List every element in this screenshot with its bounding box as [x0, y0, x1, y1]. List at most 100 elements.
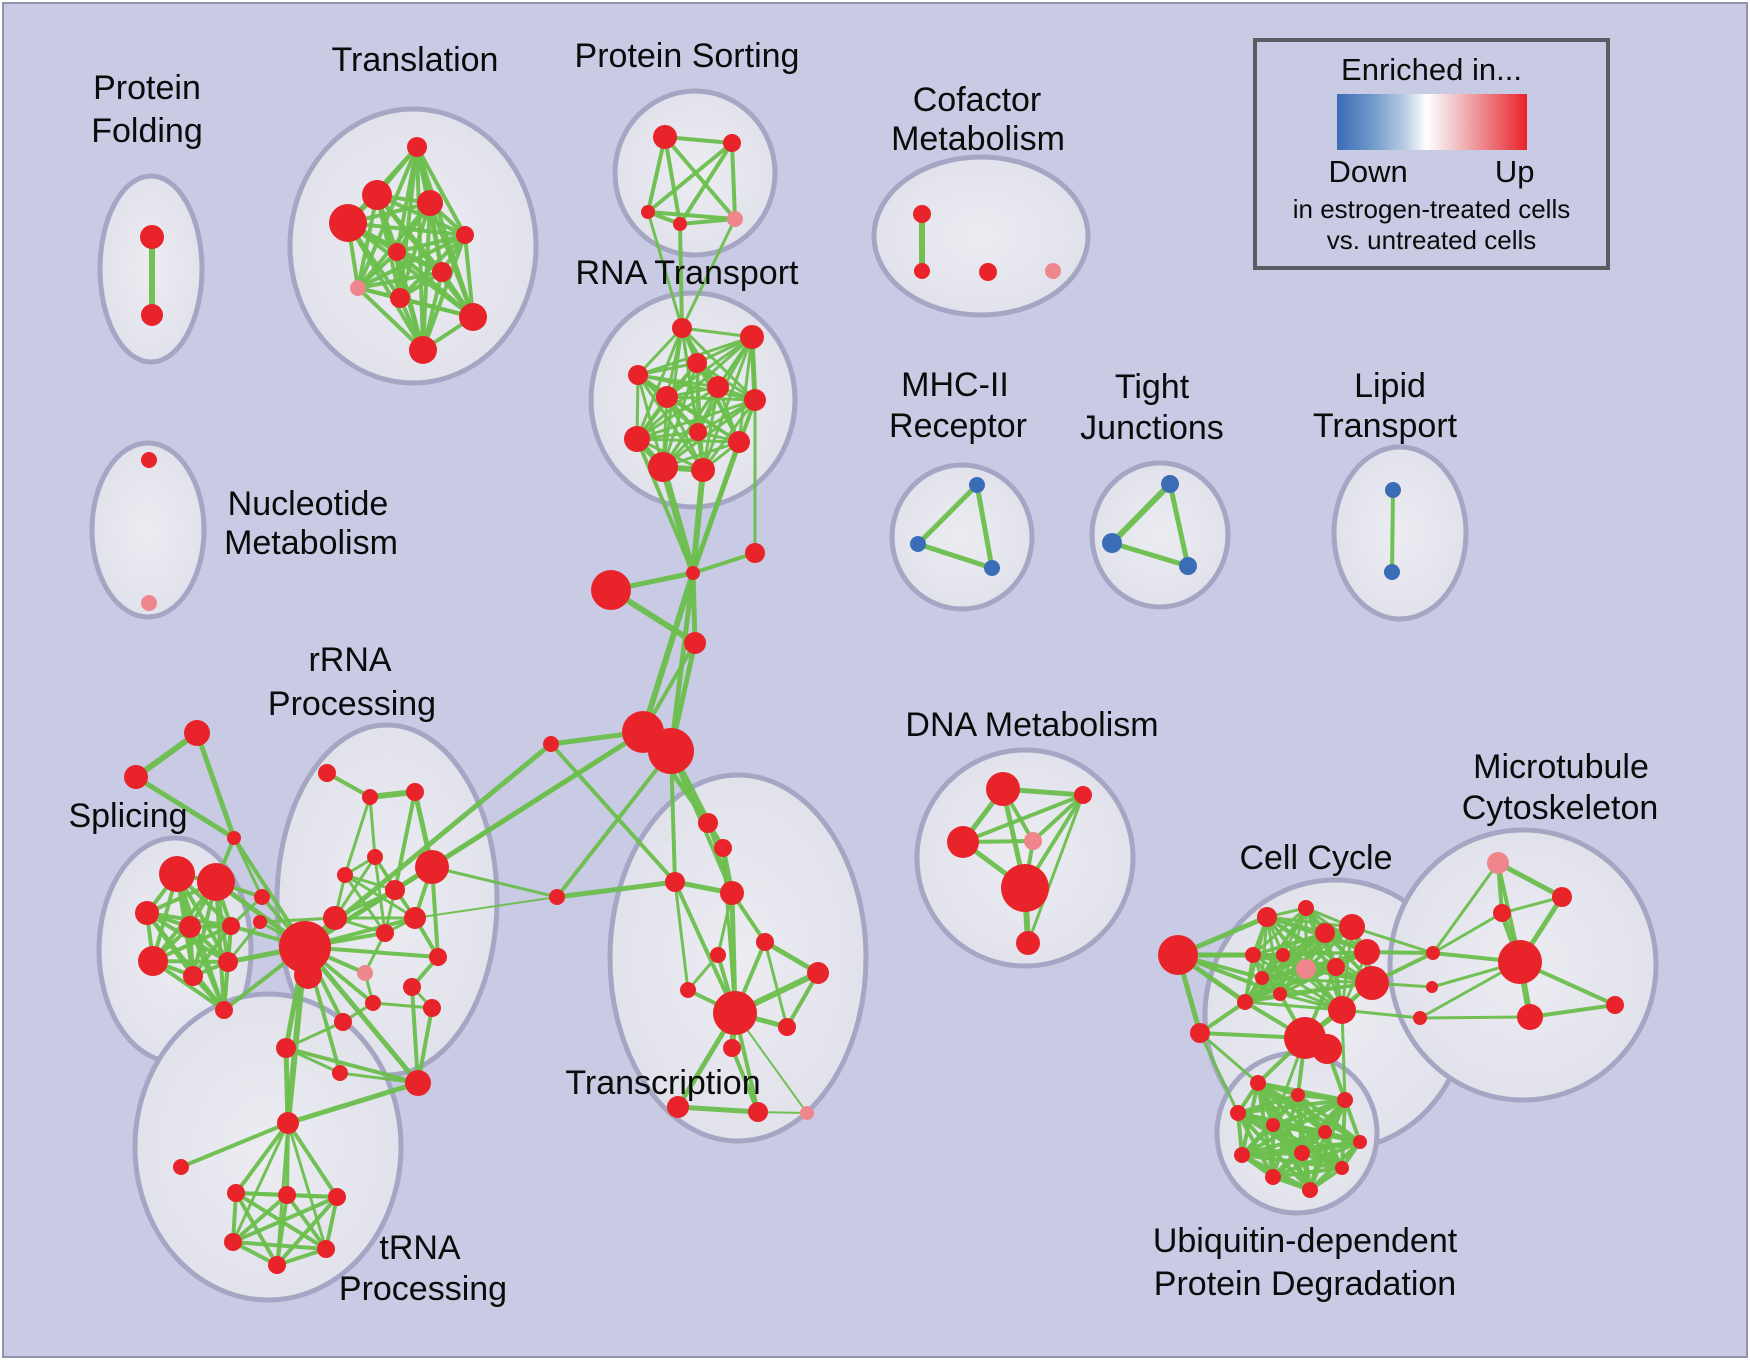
node-X3[interactable] [665, 872, 685, 892]
node-S5[interactable] [222, 917, 240, 935]
node-X4[interactable] [720, 881, 744, 905]
node-PF1[interactable] [140, 225, 164, 249]
node-CC2[interactable] [1298, 900, 1314, 916]
network-edge[interactable] [393, 790, 417, 892]
node-J2[interactable] [684, 632, 706, 654]
node-RT4[interactable] [628, 365, 648, 385]
network-edge[interactable] [1109, 481, 1173, 546]
network-edge[interactable] [675, 1104, 761, 1115]
node-X1[interactable] [698, 813, 718, 833]
node-CM2[interactable] [914, 263, 930, 279]
node-R12[interactable] [357, 965, 373, 981]
network-edge-translation[interactable] [356, 270, 444, 290]
node-C2[interactable] [543, 736, 559, 752]
node-R10[interactable] [376, 924, 394, 942]
node-CC12[interactable] [1273, 987, 1287, 1001]
network-edge[interactable] [961, 793, 1085, 844]
node-S10[interactable] [254, 889, 270, 905]
node-PF2[interactable] [141, 304, 163, 326]
network-edge[interactable] [1109, 540, 1191, 569]
node-CC15b[interactable] [1312, 1034, 1342, 1064]
network-edge[interactable] [1026, 793, 1085, 945]
node-R16[interactable] [423, 999, 441, 1017]
node-K9[interactable] [268, 1256, 286, 1274]
node-S7[interactable] [183, 966, 203, 986]
node-NM1[interactable] [141, 452, 157, 468]
network-edge[interactable] [368, 795, 377, 859]
network-edge-ubiquitin[interactable] [1271, 1123, 1312, 1192]
network-edge-trna-hex[interactable] [231, 1195, 339, 1244]
network-edge-rna-transport[interactable] [665, 335, 754, 399]
node-R5[interactable] [337, 867, 353, 883]
network-edge[interactable] [691, 551, 757, 575]
network-edge-translation[interactable] [346, 221, 467, 237]
node-T7[interactable] [432, 262, 452, 282]
network-edge[interactable] [284, 1046, 420, 1085]
network-edge-cell-cycle[interactable] [1243, 1000, 1344, 1012]
node-PS2[interactable] [723, 134, 741, 152]
network-edge-rna-transport[interactable] [635, 326, 684, 441]
node-U10[interactable] [1335, 1161, 1349, 1175]
network-edge[interactable] [302, 944, 421, 1086]
node-HUB[interactable] [279, 921, 331, 973]
network-edge[interactable] [338, 1071, 420, 1085]
node-X8[interactable] [680, 982, 696, 998]
network-edge[interactable] [763, 940, 789, 1029]
node-M8[interactable] [1426, 981, 1438, 993]
node-TR3[interactable] [227, 831, 241, 845]
node-TJ3[interactable] [1179, 557, 1197, 575]
node-S3[interactable] [135, 901, 159, 925]
network-edge[interactable] [1390, 488, 1395, 574]
network-edge-protein-sorting[interactable] [663, 135, 737, 221]
network-edge[interactable] [659, 463, 697, 577]
network-edge-cell-cycle[interactable] [1278, 950, 1369, 996]
node-U6[interactable] [1318, 1125, 1332, 1139]
node-RT8[interactable] [624, 426, 650, 452]
node-R4[interactable] [367, 849, 383, 865]
node-CC13[interactable] [1355, 966, 1389, 1000]
node-CM4[interactable] [1045, 263, 1061, 279]
network-edge[interactable] [691, 398, 757, 575]
node-D6[interactable] [1016, 931, 1040, 955]
node-K3[interactable] [173, 1159, 189, 1175]
node-U2[interactable] [1291, 1088, 1305, 1102]
node-CC5[interactable] [1245, 947, 1261, 963]
network-edge[interactable] [231, 1121, 290, 1244]
node-HUB2[interactable] [294, 961, 322, 989]
network-edge[interactable] [915, 482, 980, 547]
node-K7[interactable] [224, 1233, 242, 1251]
node-R8[interactable] [323, 906, 347, 930]
node-T11[interactable] [409, 336, 437, 364]
node-X5[interactable] [756, 933, 774, 951]
network-edge[interactable] [1350, 925, 1435, 955]
node-C1[interactable] [549, 889, 565, 905]
node-D3[interactable] [947, 826, 979, 858]
node-M1[interactable] [1487, 852, 1509, 874]
node-RT3[interactable] [687, 353, 707, 373]
node-T5[interactable] [456, 226, 474, 244]
node-CC14[interactable] [1328, 996, 1356, 1024]
network-edge-rna-transport[interactable] [680, 326, 757, 402]
network-edge-rna-transport[interactable] [661, 385, 720, 469]
node-RT7[interactable] [744, 389, 766, 411]
node-U4[interactable] [1230, 1105, 1246, 1121]
node-CC16[interactable] [1190, 1023, 1210, 1043]
node-S8[interactable] [218, 952, 238, 972]
network-edge-cell-cycle[interactable] [1251, 925, 1354, 957]
node-R14[interactable] [403, 978, 421, 996]
node-S11[interactable] [253, 915, 267, 929]
network-edge-rna-transport[interactable] [635, 385, 720, 441]
network-edge-cell-cycle[interactable] [1251, 906, 1308, 957]
network-edge[interactable] [284, 1020, 345, 1050]
node-RT1[interactable] [672, 318, 692, 338]
node-MH1[interactable] [969, 477, 985, 493]
network-edge-protein-sorting[interactable] [678, 141, 734, 226]
node-CC0[interactable] [1158, 935, 1198, 975]
node-X14[interactable] [800, 1106, 814, 1120]
network-edge-rna-transport[interactable] [636, 361, 699, 377]
network-edge[interactable] [371, 1001, 434, 1010]
node-K2[interactable] [277, 1112, 299, 1134]
node-K10[interactable] [332, 1065, 348, 1081]
network-edge[interactable] [283, 1045, 291, 1126]
node-D2[interactable] [1074, 786, 1092, 804]
